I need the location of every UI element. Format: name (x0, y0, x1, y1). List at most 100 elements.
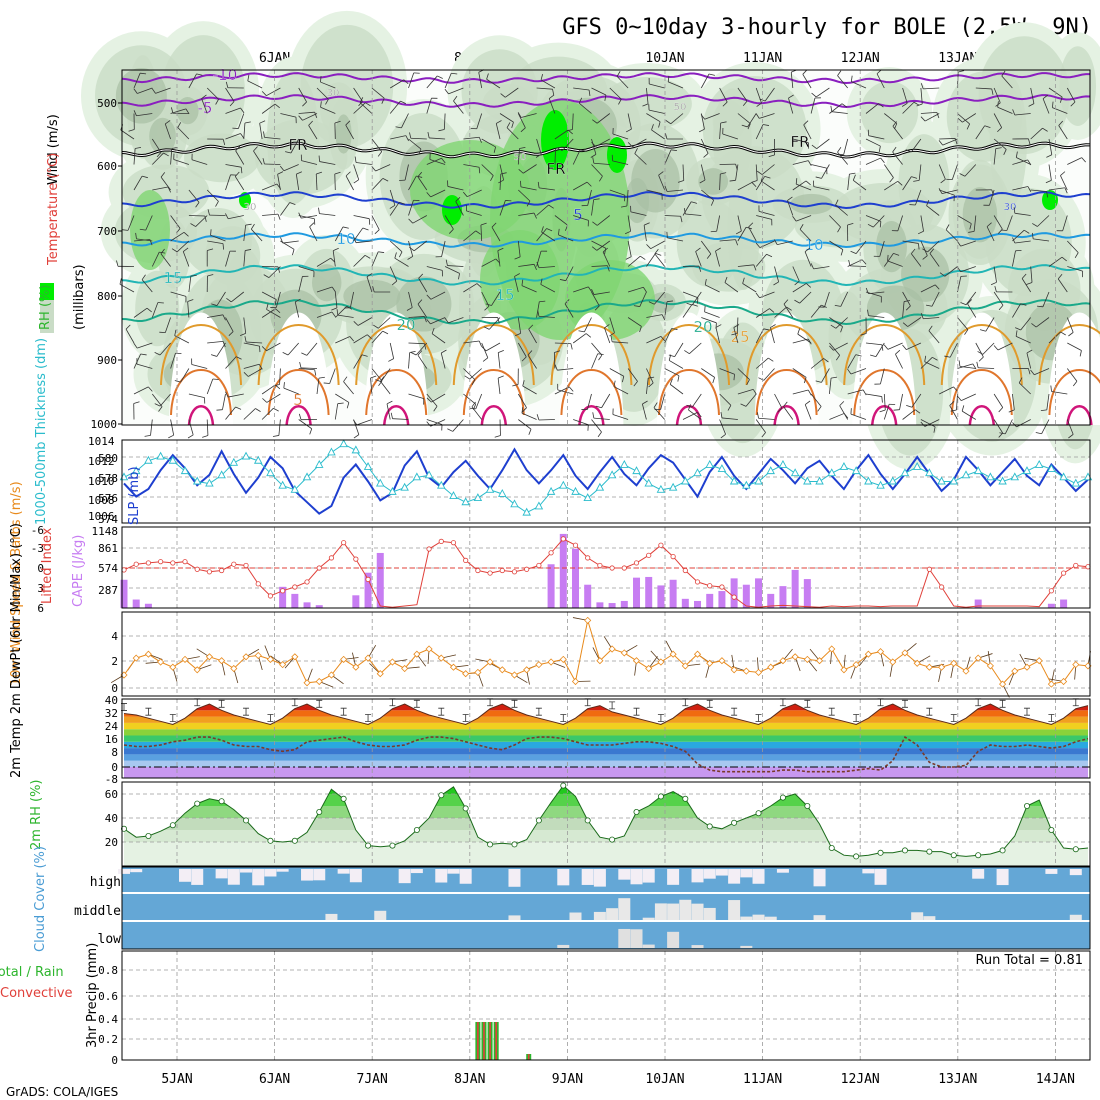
wind-barb-flag (867, 223, 874, 228)
wind-barb (268, 266, 281, 278)
wind-barb (847, 389, 864, 395)
wind-barb (536, 87, 553, 90)
wind-barb (528, 328, 537, 344)
lifted-point (511, 569, 518, 575)
wind-barb-flag (168, 434, 174, 439)
wind-barb-flag (802, 69, 808, 75)
wind-barb (160, 253, 171, 267)
wind-barb-flag (991, 189, 994, 196)
wind-barb-flag (478, 167, 481, 174)
wind-barb (514, 276, 519, 293)
wind-barb (883, 253, 894, 267)
wind-barb (557, 389, 574, 395)
thickness-point (1022, 466, 1032, 475)
wind-barb (993, 419, 1004, 434)
wind-barb (986, 226, 995, 242)
wind-barb (792, 138, 809, 143)
wind-barb-flag (916, 103, 923, 107)
wind-barb-flag (1003, 149, 1007, 156)
rh-frame (121, 781, 1091, 867)
wind-barb-flag (453, 95, 458, 102)
wind-barb (902, 87, 908, 104)
wind-barb-flag (920, 116, 926, 122)
wind-barb (517, 148, 520, 165)
temp-minmax-bar (682, 698, 689, 707)
temp-minmax-bar (487, 698, 494, 707)
precip-tick-label: 0 (111, 1054, 118, 1067)
wind-barb (668, 81, 684, 89)
wind-barb-flag (514, 332, 521, 337)
wind-barb-flag (949, 401, 955, 406)
wind-barb-flag (366, 334, 372, 340)
wind-barb (1067, 342, 1082, 351)
wind-barb-flag (591, 246, 598, 251)
wind-barb-flag (426, 192, 431, 198)
wind-barb (353, 354, 363, 369)
wind-barb (674, 342, 684, 357)
cloud-high-gap (313, 869, 326, 881)
wind10-point (510, 671, 519, 679)
wind-barb (466, 210, 482, 216)
wind-barb-flag (1021, 273, 1027, 279)
temp-minmax-bar (657, 714, 664, 722)
wind-barb-flag (1064, 187, 1068, 194)
temp-minmax-bar (804, 699, 811, 708)
wind-barb-flag (225, 81, 229, 88)
wind-barb-flag (722, 101, 728, 107)
slp-tick-label: 1006 (88, 510, 115, 523)
wind-barb (682, 291, 699, 299)
thickness-point (693, 468, 702, 477)
wind-barb (295, 174, 300, 191)
wind-barb (902, 240, 919, 244)
wind-barb-flag (855, 354, 862, 357)
thickness-point (766, 466, 775, 475)
wind-barb-flag (667, 75, 670, 82)
wind-barb-flag (920, 421, 926, 427)
wind-barb-flag (799, 224, 804, 230)
wind-barb (371, 87, 385, 99)
wind-barb-flag (490, 175, 494, 182)
wind-barb (831, 111, 848, 114)
wind-barb-flag (296, 171, 302, 175)
wind-barb (982, 342, 995, 355)
wind-barb (868, 135, 885, 140)
wind-barb (1012, 159, 1028, 165)
wind-barb-flag (417, 350, 423, 356)
wind-barb (572, 333, 587, 344)
wind-barb-flag (244, 121, 251, 124)
wind-barb-flag (720, 434, 726, 439)
wind-barb (216, 291, 226, 306)
wind-barb (225, 356, 237, 369)
wind-barb (553, 352, 556, 369)
wind-barb (278, 419, 281, 436)
wind-barb-flag (399, 201, 406, 205)
wind-barb (737, 215, 742, 232)
wind-barb (353, 255, 366, 267)
wind-barb (259, 123, 263, 140)
wind-barb-flag (954, 138, 958, 145)
wind-barb (949, 405, 958, 420)
wind-barb (804, 251, 812, 267)
wind-barb-flag (669, 378, 673, 385)
wind-barb-flag (783, 299, 789, 305)
temp-tick-label: 24 (105, 720, 119, 733)
thickness-point (973, 466, 983, 475)
cloud-high-gap (301, 869, 314, 881)
isotherm-25 (160, 324, 242, 386)
wind-barb (700, 240, 712, 255)
lifted-point (658, 542, 664, 548)
wind-barb-flag (905, 305, 911, 311)
wind-barb (177, 127, 190, 140)
wind-barb-flag (807, 160, 812, 167)
wind-barb (371, 215, 380, 230)
wind-barb (682, 304, 693, 318)
wind-barb-flag (934, 284, 940, 290)
cape-bar (303, 602, 311, 608)
wind-barb-flag (668, 354, 675, 358)
lifted-point (365, 576, 371, 583)
wind-barb (595, 138, 610, 147)
wind-barb (133, 353, 142, 369)
thickness-point (729, 476, 739, 485)
isotherm-25 (843, 324, 926, 386)
wind10-point (523, 666, 531, 674)
